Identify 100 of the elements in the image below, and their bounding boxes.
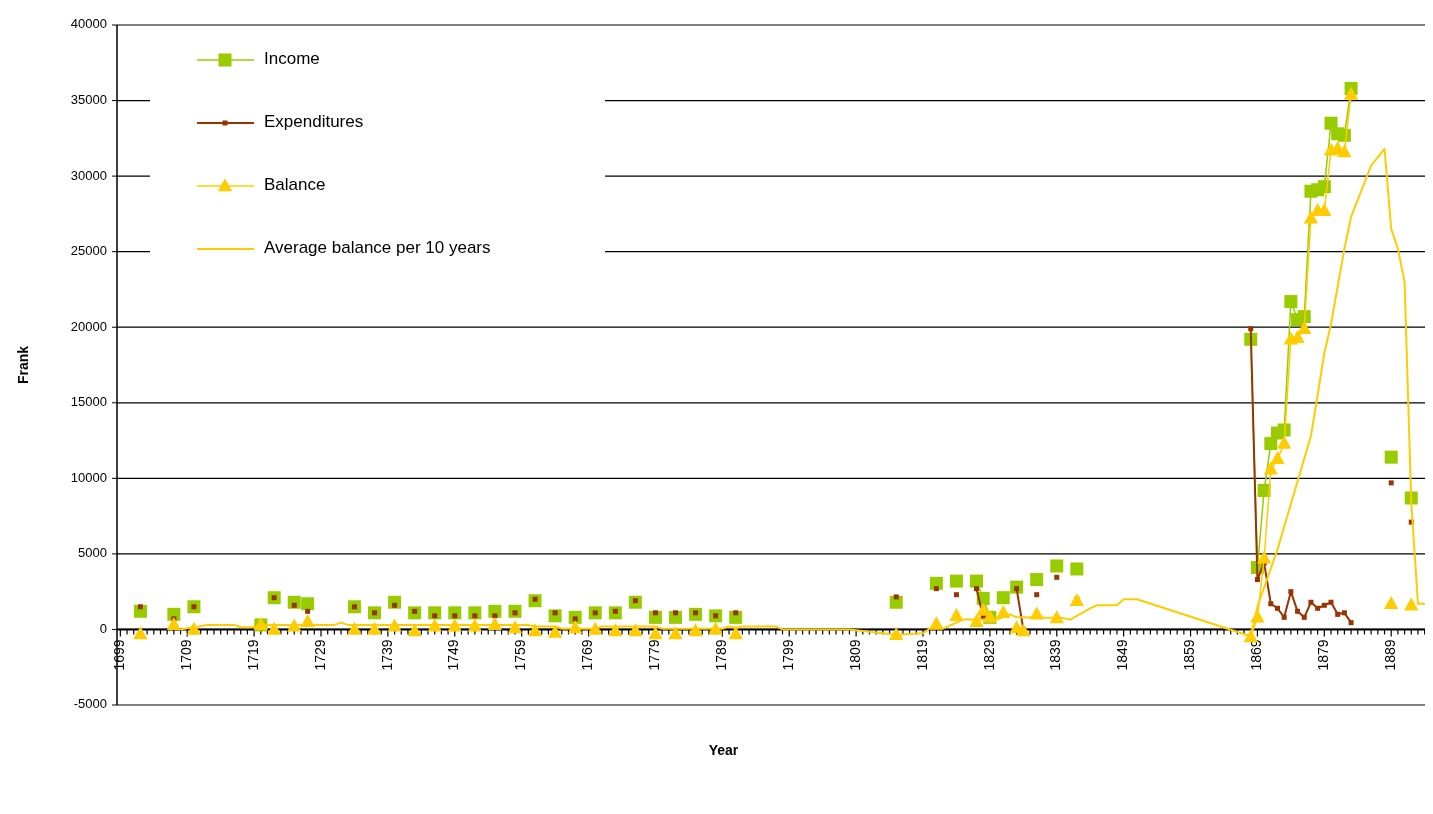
point [1301,614,1307,620]
x-tick-label: 1859 [1181,639,1198,671]
point [1050,559,1064,573]
point [648,626,663,640]
point [1328,599,1334,605]
point [1016,623,1031,637]
point [949,574,963,588]
point [186,621,202,635]
point [974,586,979,592]
point [733,610,739,616]
point [673,610,679,616]
x-tick-label: 1729 [311,639,328,671]
legend-label: Average balance per 10 years [264,238,491,258]
point [1270,450,1285,464]
point [547,624,563,638]
point [1308,599,1314,605]
point [133,626,148,640]
point [1348,620,1354,626]
point [1275,605,1280,611]
point [1297,320,1312,334]
point [1321,602,1327,608]
x-tick-label: 1739 [378,639,395,671]
point [166,617,181,631]
point [427,618,442,632]
point [1070,562,1084,576]
point [668,626,683,640]
point [1303,210,1319,224]
legend-label: Income [264,49,320,69]
y-axis-title: Frank [14,345,31,385]
point [628,623,643,637]
x-tick-label: 1849 [1114,639,1131,671]
point [305,608,311,614]
y-tick-label: 15000 [70,394,107,410]
point [1295,608,1301,614]
x-tick-label: 1889 [1381,639,1398,671]
point [893,594,899,600]
point [1268,601,1274,607]
point [976,602,991,616]
point [1343,86,1359,100]
point [492,613,498,619]
x-tick-label: 1879 [1315,639,1332,671]
point [933,586,939,592]
point [1256,550,1272,564]
y-tick-label: 5000 [78,545,107,561]
x-tick-label: 1829 [980,639,997,671]
point [949,608,964,622]
x-tick-label: 1839 [1047,639,1064,671]
point [1284,295,1298,309]
point [267,621,282,635]
legend-label: Balance [264,175,326,195]
point [1341,610,1347,616]
y-tick-label: 30000 [70,167,107,183]
x-axis-title: Year [708,742,739,758]
y-tick-label: 0 [99,620,107,636]
legend-label: Expenditures [264,112,364,132]
y-tick-label: 35000 [70,91,107,107]
x-tick-label: 1779 [646,639,663,671]
point [387,618,402,632]
point [1034,592,1040,598]
x-tick-label: 1789 [713,639,730,671]
point [407,623,422,637]
point [287,618,302,632]
point [1277,435,1292,449]
x-tick-label: 1819 [913,639,930,671]
point [970,574,983,588]
point [1281,614,1287,620]
x-tick-label: 1719 [244,639,261,671]
point [996,591,1010,605]
point [1335,611,1341,617]
point [608,623,623,637]
x-tick-label: 1699 [111,639,128,671]
y-tick-label: -5000 [73,696,107,712]
point [1337,144,1352,158]
point [1288,589,1294,595]
point [1315,605,1321,611]
point [467,618,482,632]
x-tick-label: 1809 [846,639,863,671]
point [347,621,362,635]
point [367,621,382,635]
point [1254,577,1260,583]
point [1263,461,1278,475]
point [889,595,903,609]
x-tick-label: 1759 [512,639,529,671]
y-tick-label: 10000 [70,469,107,485]
y-tick-label: 20000 [70,318,107,334]
point [137,604,143,610]
x-tick-label: 1709 [177,639,194,671]
point [1030,573,1044,587]
point [1054,574,1060,580]
point [301,597,315,611]
point [1384,450,1398,464]
point [1069,592,1084,606]
x-tick-label: 1749 [445,639,462,671]
point [527,623,543,637]
point [728,626,743,640]
point [1388,480,1394,486]
y-tick-label: 25000 [70,243,107,259]
x-tick-label: 1769 [579,639,596,671]
point [1384,595,1399,609]
point [447,618,462,632]
